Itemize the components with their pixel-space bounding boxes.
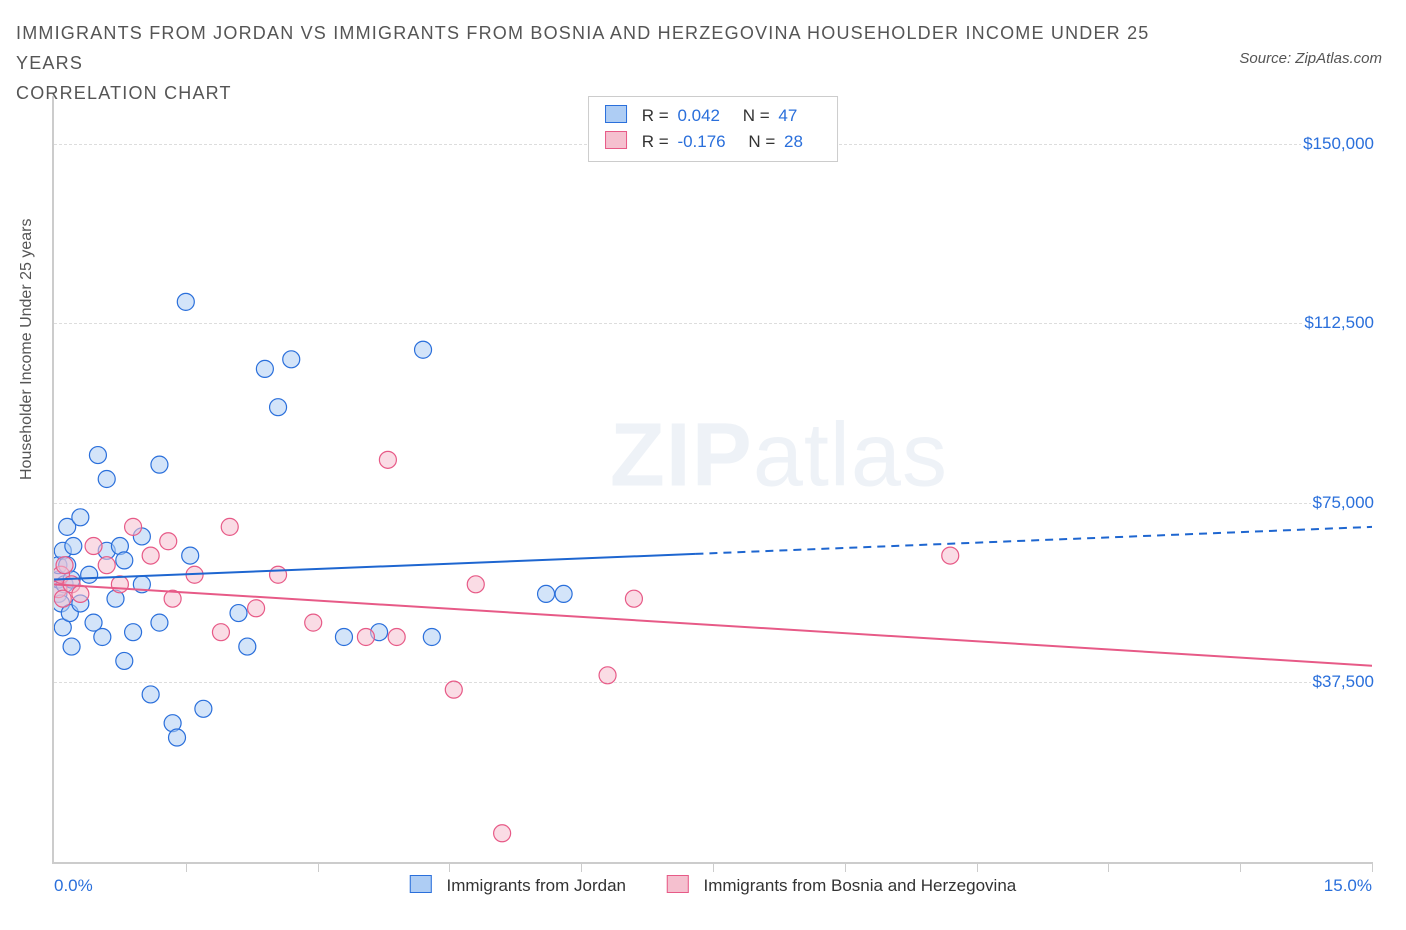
- data-point: [98, 557, 115, 574]
- data-point: [388, 628, 405, 645]
- stat-n-label-1: N =: [743, 106, 770, 125]
- data-point: [221, 518, 238, 535]
- legend-series: Immigrants from Jordan Immigrants from B…: [392, 875, 1034, 896]
- title-line-1: Immigrants from Jordan vs Immigrants fro…: [16, 18, 1206, 78]
- plot-area: ZIPatlas R = 0.042 N = 47 R = -0.176 N =…: [52, 96, 1372, 864]
- data-point: [142, 686, 159, 703]
- data-point: [212, 624, 229, 641]
- data-point: [415, 341, 432, 358]
- data-point: [423, 628, 440, 645]
- data-point: [169, 729, 186, 746]
- swatch-series-1b: [410, 875, 432, 893]
- data-point: [270, 566, 287, 583]
- data-point: [72, 585, 89, 602]
- legend-stats-row-2: R = -0.176 N = 28: [605, 129, 821, 155]
- data-point: [151, 456, 168, 473]
- data-point: [467, 576, 484, 593]
- data-point: [81, 566, 98, 583]
- data-point: [63, 638, 80, 655]
- stat-r-label-1: R =: [642, 106, 669, 125]
- y-axis-title: Householder Income Under 25 years: [18, 219, 36, 480]
- data-point: [379, 451, 396, 468]
- data-point: [494, 825, 511, 842]
- source-name: ZipAtlas.com: [1295, 50, 1382, 67]
- x-max-label: 15.0%: [1324, 876, 1372, 896]
- legend-item-2: Immigrants from Bosnia and Herzegovina: [667, 876, 1016, 895]
- swatch-series-2: [605, 131, 627, 149]
- stat-n-val-1: 47: [778, 106, 797, 125]
- source-credit: Source: ZipAtlas.com: [1239, 50, 1382, 67]
- stat-n-val-2: 28: [784, 132, 803, 151]
- stat-r-label-2: R =: [642, 132, 669, 151]
- stat-r-val-1: 0.042: [677, 106, 720, 125]
- data-point: [72, 509, 89, 526]
- data-point: [111, 576, 128, 593]
- source-prefix: Source:: [1239, 50, 1295, 67]
- plot-svg: [54, 96, 1372, 862]
- data-point: [335, 628, 352, 645]
- x-tick: [581, 862, 582, 872]
- swatch-series-2b: [667, 875, 689, 893]
- swatch-series-1: [605, 105, 627, 123]
- data-point: [56, 557, 73, 574]
- x-tick: [1372, 862, 1373, 872]
- data-point: [116, 652, 133, 669]
- data-point: [65, 538, 82, 555]
- data-point: [239, 638, 256, 655]
- data-point: [195, 700, 212, 717]
- data-point: [151, 614, 168, 631]
- data-point: [94, 628, 111, 645]
- legend-label-2: Immigrants from Bosnia and Herzegovina: [703, 876, 1016, 895]
- trend-line: [695, 527, 1372, 554]
- data-point: [357, 628, 374, 645]
- x-tick: [318, 862, 319, 872]
- data-point: [625, 590, 642, 607]
- data-point: [555, 585, 572, 602]
- data-point: [89, 447, 106, 464]
- data-point: [230, 605, 247, 622]
- data-point: [142, 547, 159, 564]
- x-min-label: 0.0%: [54, 876, 93, 896]
- data-point: [599, 667, 616, 684]
- data-point: [116, 552, 133, 569]
- chart-container: Immigrants from Jordan vs Immigrants fro…: [0, 0, 1406, 930]
- data-point: [305, 614, 322, 631]
- x-tick: [845, 862, 846, 872]
- legend-stats: R = 0.042 N = 47 R = -0.176 N = 28: [588, 96, 838, 162]
- title-block: Immigrants from Jordan vs Immigrants fro…: [16, 18, 1206, 108]
- data-point: [248, 600, 265, 617]
- data-point: [85, 538, 102, 555]
- x-tick: [1240, 862, 1241, 872]
- stat-r-val-2: -0.176: [677, 132, 725, 151]
- x-tick: [977, 862, 978, 872]
- data-point: [445, 681, 462, 698]
- data-point: [98, 471, 115, 488]
- legend-label-1: Immigrants from Jordan: [447, 876, 627, 895]
- data-point: [182, 547, 199, 564]
- data-point: [125, 518, 142, 535]
- legend-stats-row-1: R = 0.042 N = 47: [605, 103, 821, 129]
- data-point: [283, 351, 300, 368]
- data-point: [177, 293, 194, 310]
- x-tick: [186, 862, 187, 872]
- x-tick: [1108, 862, 1109, 872]
- data-point: [160, 533, 177, 550]
- data-point: [270, 399, 287, 416]
- data-point: [125, 624, 142, 641]
- data-point: [538, 585, 555, 602]
- x-tick: [449, 862, 450, 872]
- x-tick: [713, 862, 714, 872]
- legend-item-1: Immigrants from Jordan: [410, 876, 631, 895]
- stat-n-label-2: N =: [748, 132, 775, 151]
- data-point: [942, 547, 959, 564]
- data-point: [256, 360, 273, 377]
